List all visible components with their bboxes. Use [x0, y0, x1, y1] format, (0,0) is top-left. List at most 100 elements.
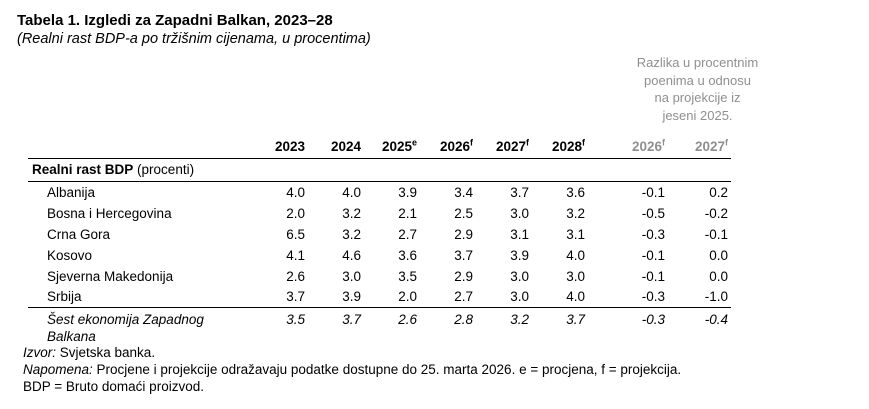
summary-cell-value: 3.5: [286, 312, 305, 328]
method-label: Napomena:: [23, 362, 93, 378]
row-label: Crna Gora: [47, 226, 111, 242]
cell-value: 2.9: [454, 268, 473, 284]
cell-value: 3.7: [286, 289, 305, 305]
cell-value: 0.0: [709, 247, 728, 263]
diff-note-line: Razlika u procentnim: [636, 55, 759, 70]
cell-value: 3.2: [342, 205, 361, 221]
cell-value: 2.7: [454, 289, 473, 305]
row-label: Sjeverna Makedonija: [47, 268, 174, 284]
cell-value: -1.0: [704, 289, 728, 305]
cell-value: -0.3: [641, 289, 665, 305]
summary-cell-value: -0.4: [704, 312, 728, 328]
row-label: Albanija: [47, 184, 96, 200]
method-note: Napomena: Procjene i projekcije odražava…: [23, 361, 681, 378]
cell-value: 3.5: [398, 268, 417, 284]
source-note: Izvor: Svjetska banka.: [23, 344, 681, 361]
diff-note-line: na projekcije iz: [654, 90, 741, 105]
cell-value: 3.6: [398, 247, 417, 263]
table-row: Bosna i Hercegovina 2.0 3.2 2.1 2.5 3.0 3.2 -0.…: [28, 203, 731, 224]
abbrev-note: BDP = Bruto domaći proizvod.: [23, 378, 681, 395]
abbrev-text: BDP = Bruto domaći proizvod.: [23, 379, 204, 395]
cell-value: -0.1: [641, 268, 665, 284]
col-header-superscript: f: [470, 137, 473, 148]
table-title: Tabela 1. Izgledi za Zapadni Balkan, 202…: [17, 12, 333, 29]
source-label: Izvor:: [23, 345, 57, 360]
cell-value: 4.1: [286, 247, 305, 263]
cell-value: -0.1: [641, 247, 665, 263]
source-text: Svjetska banka.: [56, 345, 156, 360]
cell-value: 2.1: [398, 205, 417, 221]
footnotes: Izvor: Svjetska banka. Napomena: Procjen…: [23, 344, 681, 396]
col-header-2026-diff: 2026f: [588, 130, 668, 159]
diff-columns-note: Razlika u procentnim poenima u odnosu na…: [625, 54, 770, 124]
year-header-row: 2023 2024 2025e 2026f 2027f 2028f 2026f 2027f: [28, 130, 731, 159]
method-text: Procjene i projekcije odražavaju podatke…: [92, 362, 682, 378]
section-header: Realni rast BDP (procenti): [28, 158, 731, 182]
summary-cell-value: 3.7: [566, 312, 585, 328]
cell-value: -0.5: [641, 205, 665, 221]
col-header-superscript: f: [725, 137, 728, 148]
col-header-2025: 2025e: [364, 130, 420, 159]
table-row: Crna Gora 6.5 3.2 2.7 2.9 3.1 3.1 -0.3 -0.1: [28, 224, 731, 245]
cell-value: 3.2: [342, 226, 361, 242]
row-label-header: [28, 130, 252, 159]
cell-value: 2.5: [454, 205, 473, 221]
cell-value: 3.6: [566, 184, 585, 200]
col-header-2026: 2026f: [420, 130, 476, 159]
table-row: Kosovo 4.1 4.6 3.6 3.7 3.9 4.0 -0.1 0.0: [28, 245, 731, 266]
col-header-2028: 2028f: [532, 130, 588, 159]
cell-value: -0.2: [704, 205, 728, 221]
summary-row-label: Šest ekonomija Zapadnog Balkana: [47, 312, 204, 344]
row-label: Bosna i Hercegovina: [47, 205, 172, 221]
table-subtitle: (Realni rast BDP-a po tržišnim cijenama,…: [17, 31, 371, 47]
col-header-label: 2023: [274, 139, 305, 154]
cell-value: 3.0: [510, 268, 529, 284]
cell-value: 3.7: [510, 184, 529, 200]
col-header-2023: 2023: [252, 130, 308, 159]
cell-value: 3.9: [510, 247, 529, 263]
diff-note-line: jeseni 2025.: [662, 107, 733, 123]
col-header-label: 2026: [631, 139, 662, 154]
cell-value: 2.9: [454, 226, 473, 242]
summary-cell-value: 2.8: [454, 312, 473, 328]
cell-value: 4.0: [286, 184, 305, 200]
table-row: Sjeverna Makedonija 2.6 3.0 3.5 2.9 3.0 3.0 -0.…: [28, 266, 731, 287]
row-label: Kosovo: [47, 247, 93, 263]
section-header-bold: Realni rast BDP: [32, 162, 134, 177]
col-header-superscript: f: [582, 137, 585, 148]
col-header-2027: 2027f: [476, 130, 532, 159]
cell-value: 3.0: [510, 205, 529, 221]
row-label: Srbija: [47, 289, 82, 305]
col-header-label: 2026: [439, 139, 470, 154]
cell-value: 4.0: [566, 289, 585, 305]
cell-value: 3.1: [566, 226, 585, 242]
cell-value: 3.1: [510, 226, 529, 242]
table-row: Albanija 4.0 4.0 3.9 3.4 3.7 3.6 -0.1 0.2: [28, 182, 731, 203]
section-header-rest: (procenti): [133, 162, 195, 177]
cell-value: 3.0: [342, 268, 361, 284]
summary-cell-value: -0.3: [641, 312, 665, 328]
col-header-label: 2025: [381, 139, 412, 154]
cell-value: 3.9: [342, 289, 361, 305]
cell-value: 4.0: [342, 184, 361, 200]
col-header-label: 2027: [694, 139, 725, 154]
summary-row: Šest ekonomija Zapadnog Balkana 3.5 3.7 2.6…: [28, 308, 731, 346]
col-header-2024: 2024: [308, 130, 364, 159]
cell-value: 0.2: [709, 184, 728, 200]
cell-value: -0.3: [641, 226, 665, 242]
col-header-label: 2027: [495, 139, 526, 154]
cell-value: 6.5: [286, 226, 305, 242]
cell-value: 3.9: [398, 184, 417, 200]
cell-value: 4.6: [342, 247, 361, 263]
col-header-superscript: f: [526, 137, 529, 148]
cell-value: -0.1: [641, 184, 665, 200]
col-header-2027-diff: 2027f: [668, 130, 731, 159]
cell-value: 2.0: [398, 289, 417, 305]
summary-cell-value: 2.6: [398, 312, 417, 328]
col-header-label: 2028: [551, 139, 582, 154]
cell-value: 2.0: [286, 205, 305, 221]
cell-value: 3.0: [566, 268, 585, 284]
cell-value: 0.0: [709, 268, 728, 284]
col-header-superscript: f: [662, 137, 665, 148]
